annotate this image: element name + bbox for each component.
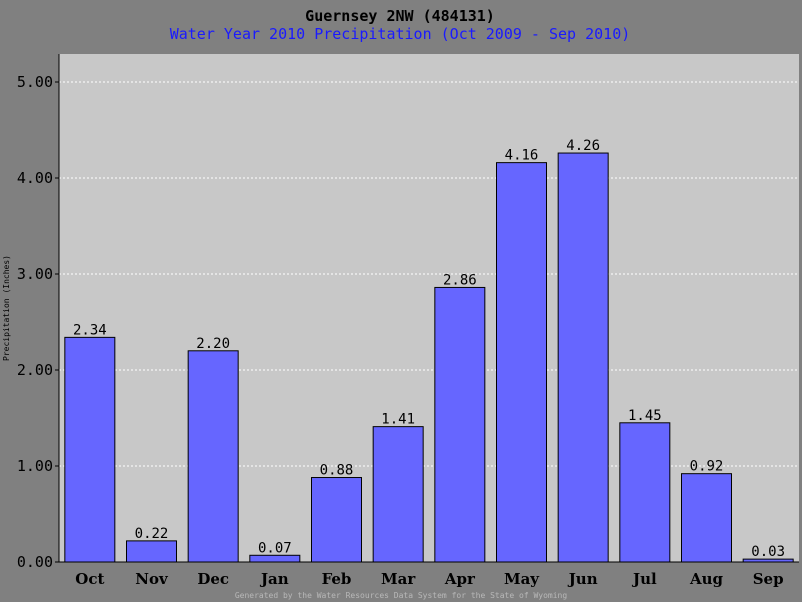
data-label: 2.20 [196, 336, 230, 352]
bar-jun [557, 152, 609, 563]
data-label: 0.92 [690, 459, 724, 475]
data-label: 1.45 [628, 408, 662, 424]
x-tick-label: Jul [631, 570, 657, 588]
x-tick-label: Jun [567, 570, 598, 588]
x-tick-label: Oct [75, 570, 104, 588]
bars [64, 152, 794, 563]
y-tick-label: 3.00 [17, 265, 53, 283]
bar-mar [372, 426, 424, 563]
x-tick-label: Sep [753, 570, 784, 588]
x-tick-label: Feb [322, 570, 352, 588]
bar-may [496, 162, 547, 563]
data-labels: 2.34 0.22 2.20 0.07 0.88 1.41 2.86 4.16 4.26 1.45… [73, 138, 785, 560]
credit-text: Generated by the Water Resources Data Sy… [235, 591, 568, 600]
data-label: 0.88 [320, 463, 354, 479]
y-tick-label: 5.00 [17, 73, 53, 91]
chart-subtitle: Water Year 2010 Precipitation (Oct 2009 … [170, 25, 631, 43]
bar-aug [681, 473, 732, 563]
chart-title: Guernsey 2NW (484131) [305, 7, 495, 25]
x-tick-label: Nov [135, 570, 169, 588]
data-label: 1.41 [381, 412, 415, 428]
y-axis-ticks: 0.00 1.00 2.00 3.00 4.00 5.00 [17, 73, 59, 571]
bar-jan [249, 554, 301, 563]
data-label: 2.34 [73, 322, 107, 338]
y-axis-label: Precipitation (Inches) [2, 255, 11, 361]
y-tick-label: 1.00 [17, 457, 53, 475]
bar-oct [64, 336, 116, 563]
data-label: 2.86 [443, 272, 477, 288]
data-label: 0.03 [751, 544, 785, 560]
data-label: 0.22 [135, 526, 169, 542]
bar-feb [311, 477, 362, 563]
y-tick-label: 4.00 [17, 169, 53, 187]
data-label: 0.07 [258, 540, 292, 556]
y-tick-label: 0.00 [17, 553, 53, 571]
x-tick-label: Mar [381, 570, 416, 588]
bar-jul [619, 422, 671, 563]
x-axis-ticks: Oct Nov Dec Jan Feb Mar Apr May Jun Jul Aug Sep [75, 570, 783, 588]
plot-area [59, 54, 799, 562]
x-tick-label: Jan [259, 570, 289, 588]
bar-apr [434, 286, 486, 563]
x-tick-label: Aug [689, 570, 724, 588]
y-tick-label: 2.00 [17, 361, 53, 379]
data-label: 4.26 [566, 138, 600, 154]
x-tick-label: Dec [197, 570, 229, 588]
x-tick-label: May [504, 570, 540, 588]
bar-nov [126, 540, 177, 563]
grid-lines [59, 81, 799, 467]
x-tick-label: Apr [444, 570, 476, 588]
data-label: 4.16 [505, 148, 539, 164]
bar-dec [187, 350, 239, 563]
